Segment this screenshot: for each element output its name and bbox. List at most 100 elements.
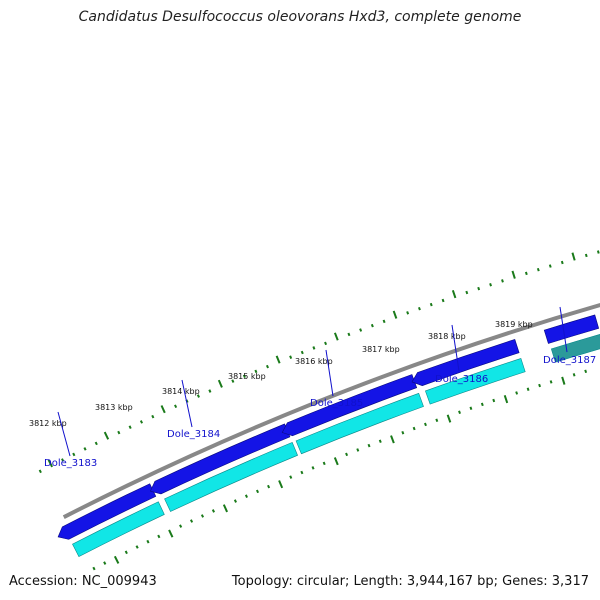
outer-tick [501, 279, 504, 283]
outer-tick [571, 252, 576, 261]
outer-tick [333, 332, 339, 341]
gene-label-3[interactable]: Dole_3185 [310, 398, 363, 409]
genome-title: Candidatus Desulfococcus oleovorans Hxd3… [78, 9, 522, 25]
inner-tick [113, 555, 120, 564]
inner-tick [124, 550, 128, 555]
outer-tick [324, 341, 328, 346]
outer-tick [584, 253, 588, 258]
inner-tick [189, 519, 194, 523]
scale-label: 3816 kbp [295, 357, 333, 366]
outer-tick [489, 282, 492, 287]
outer-tick [117, 430, 121, 435]
outer-tick [208, 389, 212, 393]
outer-tick [392, 310, 398, 319]
outer-tick [548, 264, 552, 268]
inner-tick [458, 410, 461, 415]
outer-tick [160, 405, 166, 414]
gene-leader-line [325, 349, 334, 397]
cds-feature-3[interactable] [295, 392, 424, 455]
outer-tick [174, 404, 178, 409]
scale-label: 3817 kbp [362, 345, 400, 354]
inner-tick [412, 426, 416, 431]
outer-tick [94, 441, 98, 446]
outer-tick [477, 286, 481, 291]
outer-tick [254, 369, 258, 374]
outer-tick [359, 328, 363, 332]
outer-tick [429, 302, 433, 307]
inner-tick [515, 391, 519, 395]
scale-label: 3818 kbp [428, 332, 466, 341]
inner-tick [345, 452, 349, 457]
inner-tick [211, 509, 215, 513]
inner-tick [289, 475, 293, 479]
cds-feature-5[interactable] [550, 333, 600, 363]
outer-tick [289, 355, 293, 359]
gene-leader-line [181, 379, 193, 428]
outer-tick [196, 394, 200, 398]
outer-tick [370, 323, 374, 328]
gene-leader-line [451, 324, 460, 372]
inner-tick [244, 494, 248, 498]
genome-summary-text: Topology: circular; Length: 3,944,167 bp… [231, 574, 589, 589]
inner-tick [367, 443, 371, 448]
gene-label-4[interactable]: Dole_3186 [435, 374, 488, 385]
scale-label: 3813 kbp [95, 403, 133, 412]
outer-tick [47, 459, 54, 468]
inner-tick [222, 504, 229, 513]
gene-leader-line [559, 306, 568, 353]
inner-tick [255, 489, 260, 494]
inner-tick [561, 376, 566, 385]
inner-tick [435, 418, 439, 423]
outer-tick [151, 414, 155, 419]
inner-tick [538, 383, 541, 388]
cds-feature-4[interactable] [425, 358, 526, 405]
inner-tick [480, 402, 484, 407]
outer-tick [596, 250, 600, 254]
cds-feature-2[interactable] [164, 442, 298, 512]
outer-tick [347, 332, 351, 337]
inner-tick [584, 369, 588, 374]
outer-tick [560, 260, 564, 265]
outer-tick [511, 270, 516, 279]
cds-feature-1[interactable] [72, 501, 165, 558]
outer-tick [38, 469, 42, 474]
outer-tick [382, 319, 386, 324]
inner-tick [168, 529, 174, 538]
outer-tick [128, 425, 132, 429]
inner-tick [572, 373, 576, 377]
scale-label: 3819 kbp [495, 320, 533, 329]
gene-label-5[interactable]: Dole_3187 [543, 355, 596, 366]
scale-label: 3812 kbp [29, 419, 67, 428]
inner-tick [146, 539, 150, 544]
outer-tick [524, 271, 528, 276]
gene-label-1[interactable]: Dole_3183 [44, 458, 97, 469]
inner-tick [356, 448, 360, 452]
inner-tick [157, 534, 161, 539]
inner-tick [549, 380, 553, 384]
inner-tick-track [92, 369, 588, 571]
gene-label-2[interactable]: Dole_3184 [167, 429, 220, 440]
inner-tick [278, 480, 284, 489]
inner-tick [300, 470, 304, 475]
inner-tick [135, 545, 139, 549]
inner-tick [446, 414, 452, 423]
scale-labels: 3812 kbp 3813 kbp 3814 kbp 3815 kbp 3816 kbp… [29, 320, 533, 428]
outer-tick [451, 290, 457, 299]
outer-tick [231, 379, 235, 383]
outer-tick [61, 458, 65, 462]
gene-track [57, 314, 600, 540]
outer-tick [536, 267, 540, 272]
outer-tick [72, 452, 76, 457]
inner-tick [492, 398, 496, 403]
inner-tick [401, 430, 405, 435]
inner-tick [503, 394, 509, 404]
inner-tick [378, 439, 382, 444]
outer-tick-track [38, 250, 600, 474]
outer-tick [441, 298, 445, 303]
outer-tick [312, 346, 316, 350]
gene-feature-4[interactable] [411, 339, 520, 387]
outer-tick [465, 290, 469, 295]
scale-label: 3814 kbp [162, 387, 200, 396]
outer-tick [217, 379, 223, 388]
outer-tick [275, 355, 281, 364]
